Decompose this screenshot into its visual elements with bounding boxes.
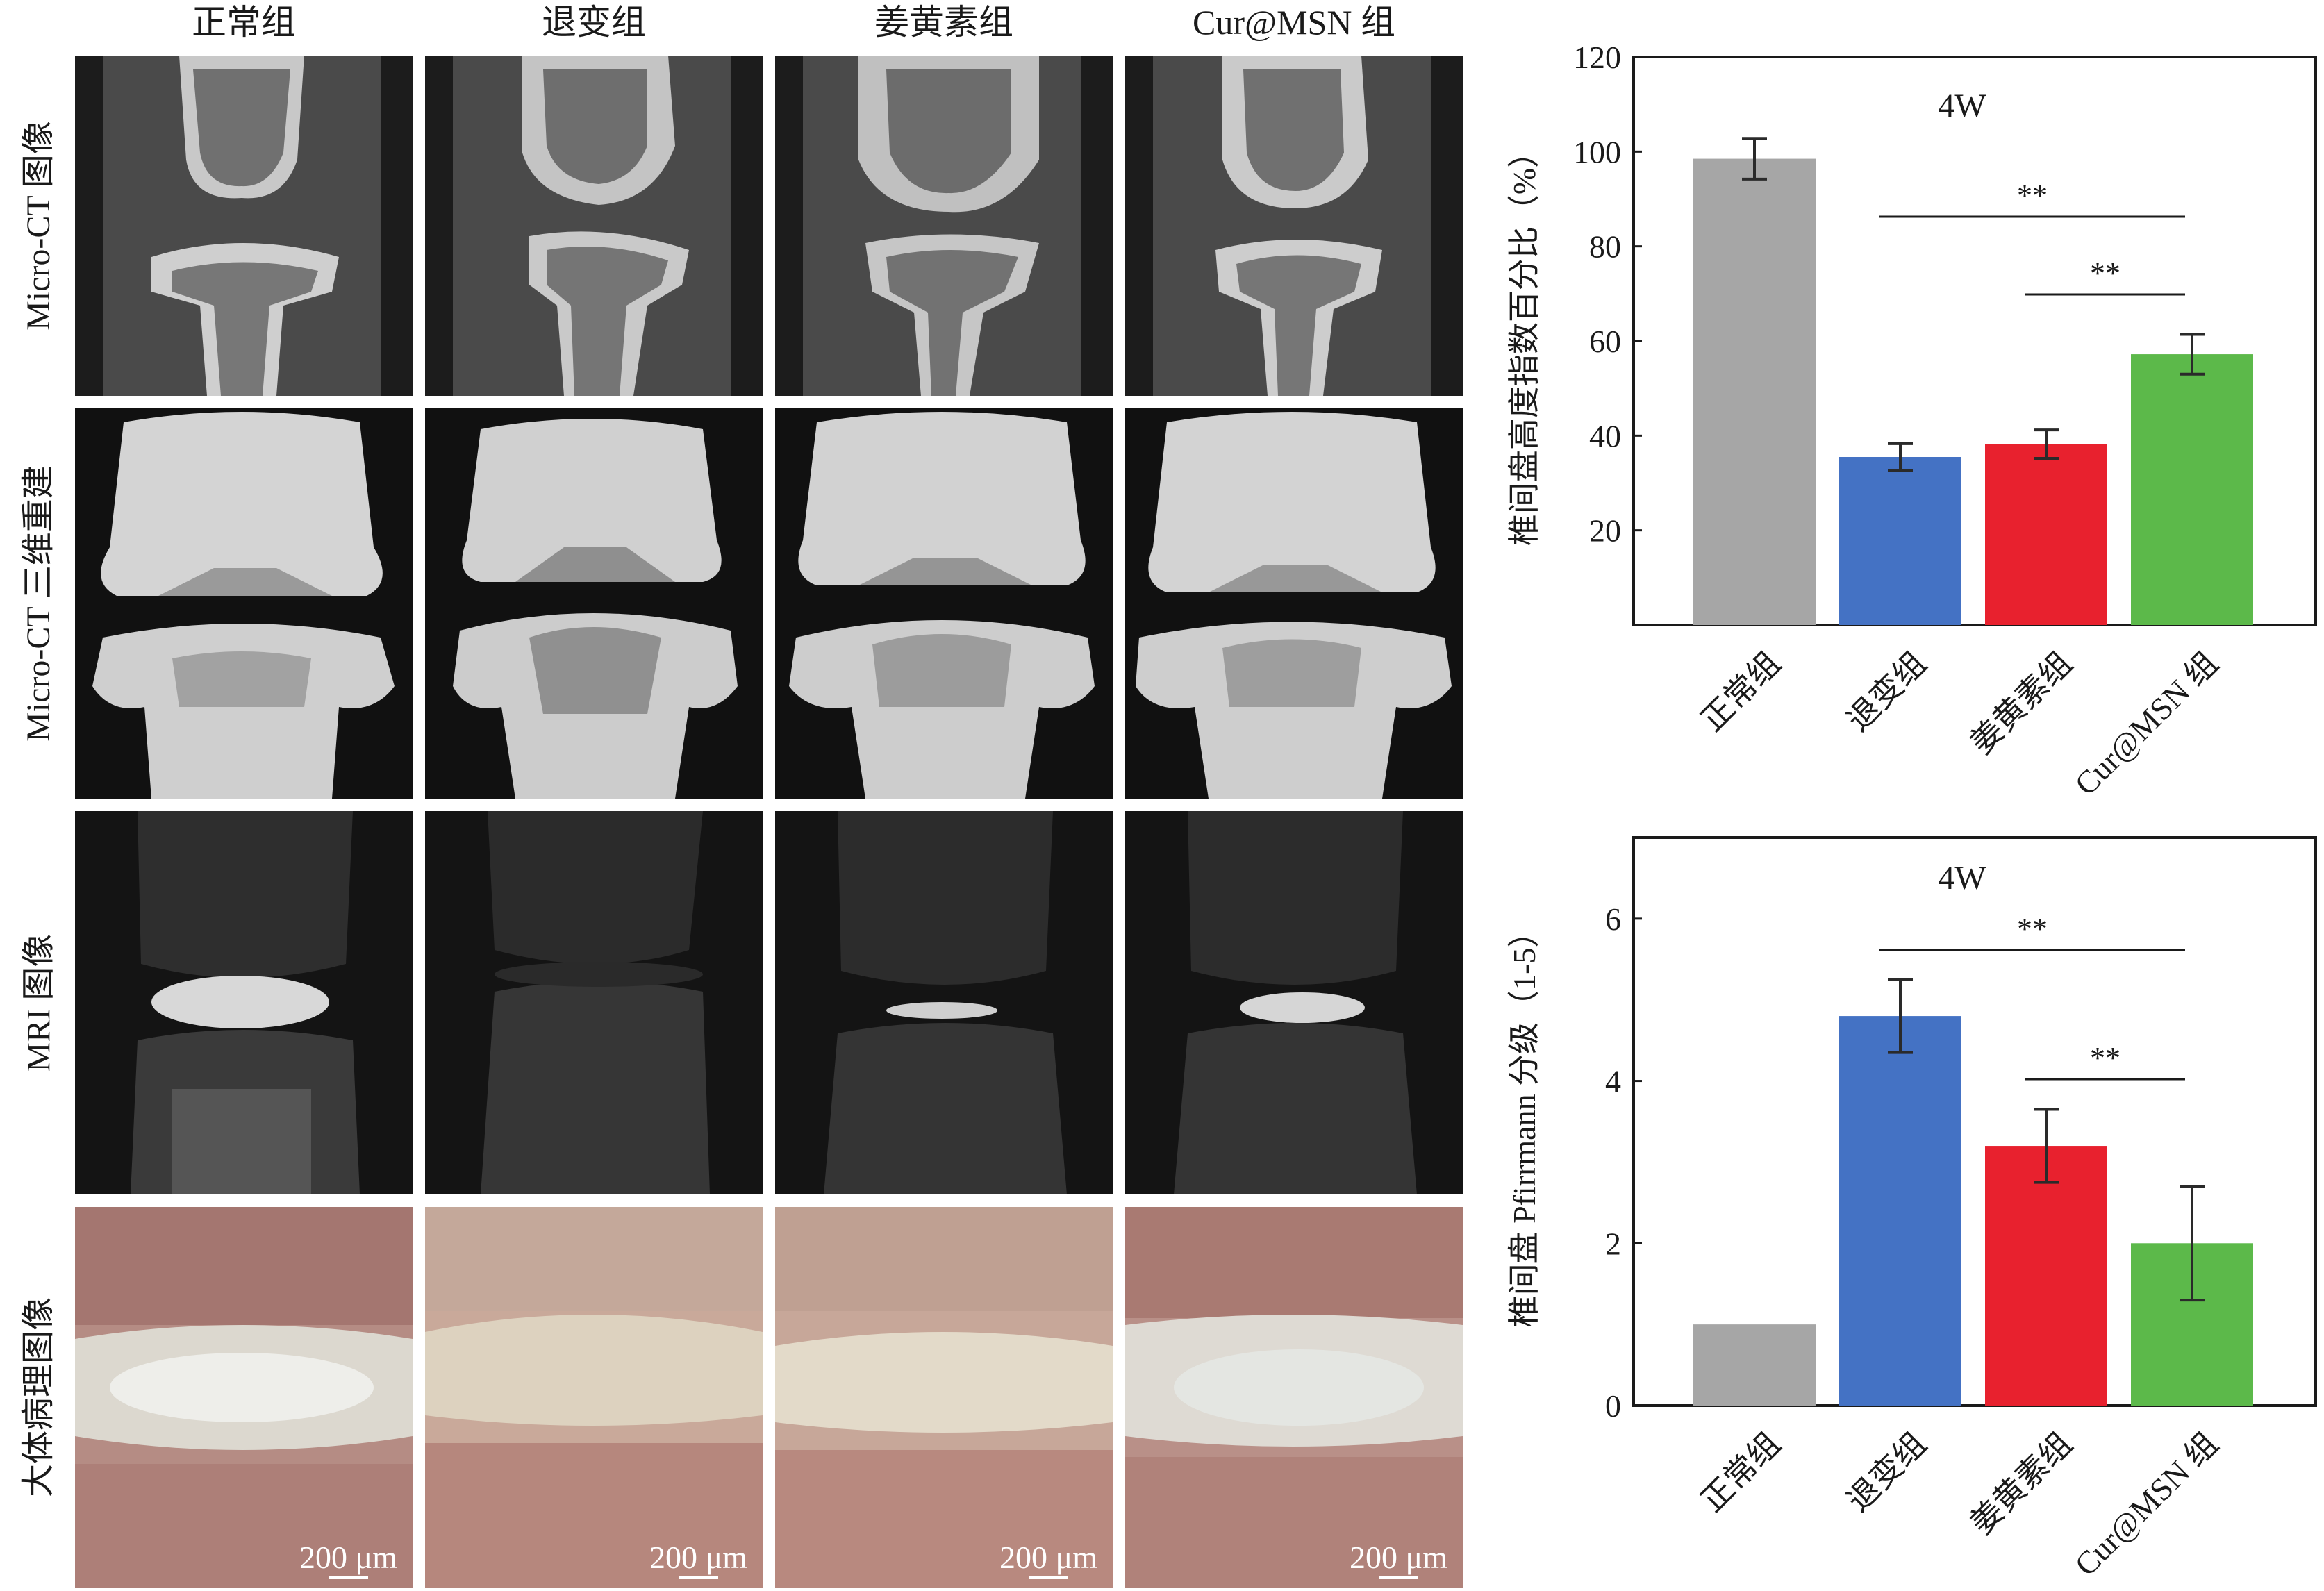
y-tick-label: 0: [1605, 1388, 1621, 1424]
x-tick-label: 退变组: [1840, 645, 1933, 738]
pfirrmann-grade-chart: 0 2 4 6 椎间盘 Pfirrmann 分级（1-5） 4W 正常组 退变组 姜黄素组 Cur…: [1486, 799, 2324, 1588]
scale-bar-label: 200 μm: [1350, 1540, 1447, 1575]
x-tick-label: Cur@MSN 组: [2068, 1426, 2225, 1583]
scale-bar-line: [329, 1576, 368, 1579]
y-axis-label: 椎间盘高度指数百分比（%）: [1507, 136, 1542, 546]
y-tick-label: 100: [1573, 134, 1621, 169]
row-label-gross-pathology: 大体病理图像: [20, 1297, 58, 1498]
chart-svg: 20 40 60 80 100 120 椎间盘高度指数百分比（%） 4W 正常组 退变组 姜黄素组C…: [1507, 40, 2317, 802]
significance-marker: **: [2017, 912, 2048, 946]
chart-svg: 0 2 4 6 椎间盘 Pfirrmann 分级（1-5） 4W 正常组 退变组 姜黄素组Cur…: [1507, 836, 2317, 1583]
row-label-3d-reconstruction: Micro-CT 三维重建: [20, 465, 58, 742]
x-tick-label: 姜黄素组: [1964, 1426, 2079, 1541]
mri-image-cur-msn: [1125, 811, 1463, 1194]
scale-bar-label: 200 μm: [999, 1540, 1097, 1575]
bar-2: [1985, 444, 2107, 625]
scale-bar-line: [1379, 1576, 1418, 1579]
scale-bar-line: [679, 1576, 718, 1579]
row-label-micro-ct: Micro-CT 图像: [20, 121, 58, 331]
scale-bar: 200 μm: [1350, 1539, 1447, 1579]
gross-pathology-image-normal: 200 μm: [75, 1207, 413, 1588]
y-tick-label: 4: [1605, 1064, 1621, 1099]
row-label-mri: MRI 图像: [20, 933, 57, 1072]
3d-reconstruction-degeneration: [425, 408, 763, 799]
micro-ct-image-normal: [75, 56, 413, 396]
y-axis-label: 椎间盘 Pfirrmann 分级（1-5）: [1507, 916, 1542, 1328]
mri-image-degeneration: [425, 811, 763, 1194]
3d-reconstruction-normal: [75, 408, 413, 799]
significance-marker: **: [2090, 1041, 2120, 1075]
micro-ct-image-cur-msn: [1125, 56, 1463, 396]
mri-image-normal: [75, 811, 413, 1194]
bar-0: [1693, 1324, 1816, 1406]
x-tick-label: 姜黄素组: [1964, 645, 2079, 760]
x-tick-label: 退变组: [1840, 1426, 1933, 1519]
y-tick-label: 60: [1589, 324, 1621, 359]
chart-title: 4W: [1938, 860, 1986, 897]
gross-pathology-image-degeneration: 200 μm: [425, 1207, 763, 1588]
scale-bar-label: 200 μm: [649, 1540, 747, 1575]
column-header-cur-msn: Cur@MSN 组: [1193, 3, 1395, 42]
scale-bar: 200 μm: [649, 1539, 747, 1579]
column-header-degeneration: 退变组: [542, 3, 646, 42]
3d-reconstruction-cur-msn: [1125, 408, 1463, 799]
y-tick-label: 80: [1589, 229, 1621, 265]
plot-frame: [1632, 836, 2317, 1407]
chart-title: 4W: [1938, 88, 1986, 124]
y-tick-label: 40: [1589, 418, 1621, 453]
scale-bar-line: [1029, 1576, 1068, 1579]
disc-height-index-chart: 20 40 60 80 100 120 椎间盘高度指数百分比（%） 4W 正常组 退变组 姜黄素组 C…: [1486, 14, 2324, 813]
y-tick-label: 20: [1589, 513, 1621, 549]
x-tick-label: 正常组: [1694, 1426, 1787, 1519]
y-tick-label: 120: [1573, 40, 1621, 75]
bar-1: [1839, 1016, 1961, 1406]
bar-0: [1693, 158, 1816, 625]
scale-bar-label: 200 μm: [299, 1540, 397, 1575]
3d-reconstruction-curcumin: [775, 408, 1113, 799]
gross-pathology-image-curcumin: 200 μm: [775, 1207, 1113, 1588]
x-tick-label: Cur@MSN 组: [2068, 645, 2225, 802]
mri-image-curcumin: [775, 811, 1113, 1194]
micro-ct-image-curcumin: [775, 56, 1113, 396]
gross-pathology-image-cur-msn: 200 μm: [1125, 1207, 1463, 1588]
significance-marker: **: [2017, 178, 2048, 213]
scale-bar: 200 μm: [299, 1539, 397, 1579]
column-header-curcumin: 姜黄素组: [874, 3, 1013, 42]
column-header-normal: 正常组: [192, 3, 296, 42]
x-tick-label: 正常组: [1694, 645, 1787, 738]
y-tick-label: 2: [1605, 1226, 1621, 1261]
y-tick-label: 6: [1605, 901, 1621, 937]
scale-bar: 200 μm: [999, 1539, 1097, 1579]
micro-ct-image-degeneration: [425, 56, 763, 396]
bar-3: [2131, 354, 2253, 625]
significance-marker: **: [2090, 256, 2120, 290]
bar-2: [1985, 1146, 2107, 1406]
bar-1: [1839, 457, 1961, 625]
